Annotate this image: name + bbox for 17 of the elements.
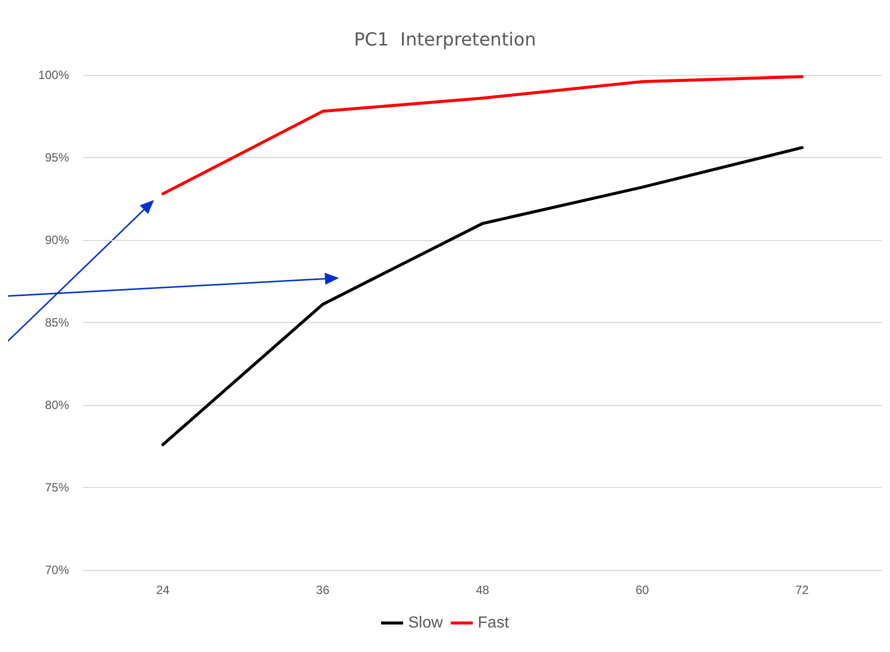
y-tick-label: 90% (44, 233, 70, 247)
x-tick-label: 72 (795, 583, 810, 597)
y-tick-label: 75% (44, 480, 70, 494)
chart-title: PC1 Interpretention (354, 30, 536, 50)
y-tick-label: 95% (44, 150, 70, 164)
x-tick-label: 24 (156, 583, 170, 597)
x-tick-label: 36 (316, 583, 330, 597)
y-tick-label: 100% (38, 68, 70, 82)
line-series (161, 75, 804, 196)
y-tick-label: 80% (44, 398, 70, 412)
y-tick-label: 85% (44, 316, 70, 330)
legend-label: Fast (478, 614, 510, 632)
line-series (161, 146, 804, 446)
x-tick-label: 60 (636, 583, 650, 597)
legend-label: Slow (408, 614, 444, 632)
x-tick-label: 48 (476, 583, 490, 597)
y-tick-label: 70% (44, 563, 70, 577)
